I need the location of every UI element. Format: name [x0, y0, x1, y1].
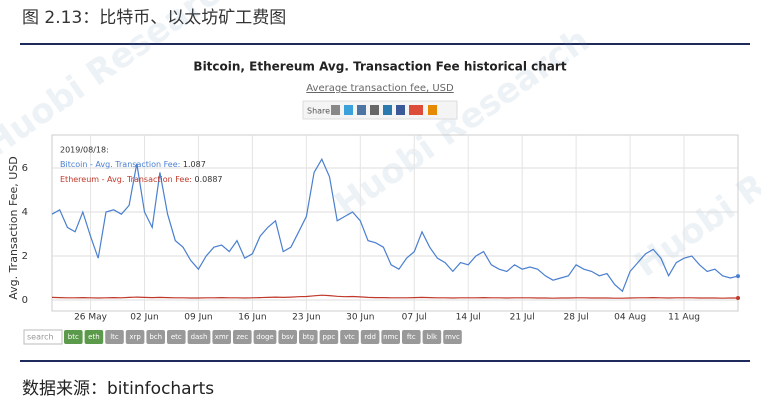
share-icon[interactable]: [357, 105, 366, 115]
plot: 0 2 4 6 26 May 02 Jun 09 Jun 16 Jun 23 Jun 30 Jun…: [22, 134, 740, 323]
x-tick-label: 30 Jun: [346, 313, 374, 323]
coin-buttons: btc eth ltc xrp bch etc dash xmr zec doge bsv btg pp…: [64, 330, 462, 344]
coin-label: etc: [171, 333, 182, 341]
watermark: Huobi Research: [628, 80, 761, 285]
coin-label: rdd: [364, 333, 376, 341]
coin-label: ftc: [407, 333, 416, 341]
tooltip-marker: [736, 274, 740, 279]
coin-label: btc: [68, 333, 79, 341]
share-icon[interactable]: [409, 105, 423, 115]
coin-button[interactable]: [146, 330, 165, 344]
coin-button[interactable]: [340, 330, 359, 344]
share-icon[interactable]: [370, 105, 379, 115]
tooltip-series: Ethereum - Avg. Transaction Fee: [60, 175, 189, 184]
search-placeholder: search: [27, 333, 54, 342]
x-tick-label: 07 Jul: [402, 313, 427, 323]
coin-button[interactable]: [360, 330, 380, 344]
coin-label: nmc: [383, 333, 398, 341]
watermarks: Huobi Research Huobi Research Huobi Rese…: [0, 0, 761, 285]
watermark: Huobi Research: [328, 20, 597, 225]
y-tick-label: 2: [22, 251, 28, 262]
tooltip-value: 1.087: [183, 160, 206, 169]
coin-label: doge: [256, 333, 273, 341]
coin-button[interactable]: [402, 330, 421, 344]
share-icon[interactable]: [428, 105, 437, 115]
coin-label: bch: [149, 333, 162, 341]
share-icon[interactable]: [344, 105, 353, 115]
y-tick-label: 6: [22, 163, 28, 174]
chart-subtitle: Average transaction fee, USD: [306, 83, 454, 94]
source-note: 数据来源：bitinfocharts: [22, 379, 214, 399]
tooltip-value: 0.0887: [195, 175, 223, 184]
tooltip-separator: :: [189, 175, 194, 184]
x-tick-label: 14 Jul: [456, 313, 481, 323]
coin-label: bsv: [282, 333, 294, 341]
coin-button[interactable]: [64, 330, 83, 344]
share-icon[interactable]: [383, 105, 392, 115]
x-tick-label: 04 Aug: [614, 313, 646, 323]
coin-button[interactable]: [167, 330, 186, 344]
tooltip-marker: [736, 296, 740, 301]
coin-label: eth: [88, 333, 100, 341]
x-tick-label: 21 Jul: [510, 313, 535, 323]
x-tick-label: 26 May: [74, 313, 108, 323]
coin-button[interactable]: [299, 330, 318, 344]
coin-label: ltc: [110, 333, 119, 341]
y-tick-label: 4: [22, 207, 28, 218]
coin-label: mvc: [445, 333, 460, 341]
coin-label: vtc: [344, 333, 355, 341]
x-tick-label: 02 Jun: [130, 313, 158, 323]
share-icons: [331, 105, 437, 115]
series-line: [51, 294, 738, 299]
coin-button[interactable]: [233, 330, 252, 344]
x-tick-label: 16 Jun: [238, 313, 266, 323]
tooltip-separator: :: [178, 160, 183, 169]
coin-button[interactable]: [125, 330, 145, 344]
coin-label: blk: [427, 333, 438, 341]
tooltip-entry: Bitcoin - Avg. Transaction Fee: 1.087: [60, 160, 206, 169]
chart-title: Bitcoin, Ethereum Avg. Transaction Fee h…: [193, 60, 566, 74]
coin-button[interactable]: [187, 330, 211, 344]
figure-title: 图 2.13：比特币、以太坊矿工费图: [22, 8, 286, 28]
x-tick-label: 11 Aug: [668, 313, 700, 323]
coin-button[interactable]: [319, 330, 339, 344]
coin-label: btg: [302, 333, 314, 341]
coin-button[interactable]: [422, 330, 442, 344]
plot-area: [51, 134, 739, 312]
coin-label: xrp: [129, 333, 141, 341]
x-tick-label: 28 Jul: [564, 313, 589, 323]
coin-button[interactable]: [105, 330, 124, 344]
coin-label: ppc: [323, 333, 336, 341]
x-tick-label: 23 Jun: [292, 313, 320, 323]
coin-button[interactable]: [278, 330, 297, 344]
share-icon[interactable]: [396, 105, 405, 115]
coin-button[interactable]: [443, 330, 462, 344]
coin-button[interactable]: [84, 330, 104, 344]
coin-button[interactable]: [212, 330, 231, 344]
coin-label: dash: [191, 333, 208, 341]
x-tick-label: 09 Jun: [184, 313, 212, 323]
y-axis-label: Avg. Transaction Fee, USD: [7, 156, 20, 300]
share-icon[interactable]: [331, 105, 340, 115]
tooltip-entry: Ethereum - Avg. Transaction Fee: 0.0887: [60, 175, 223, 184]
tooltip-date: 2019/08/18:: [60, 146, 109, 155]
coin-button[interactable]: [253, 330, 277, 344]
coin-button[interactable]: [381, 330, 400, 344]
search-box[interactable]: [23, 329, 63, 345]
tooltip-series: Bitcoin - Avg. Transaction Fee: [60, 160, 178, 169]
coin-label: xmr: [215, 333, 229, 341]
share-label: Share:: [307, 107, 333, 116]
series-line: [51, 157, 739, 293]
y-tick-label: 0: [22, 295, 28, 306]
coin-label: zec: [236, 333, 248, 341]
